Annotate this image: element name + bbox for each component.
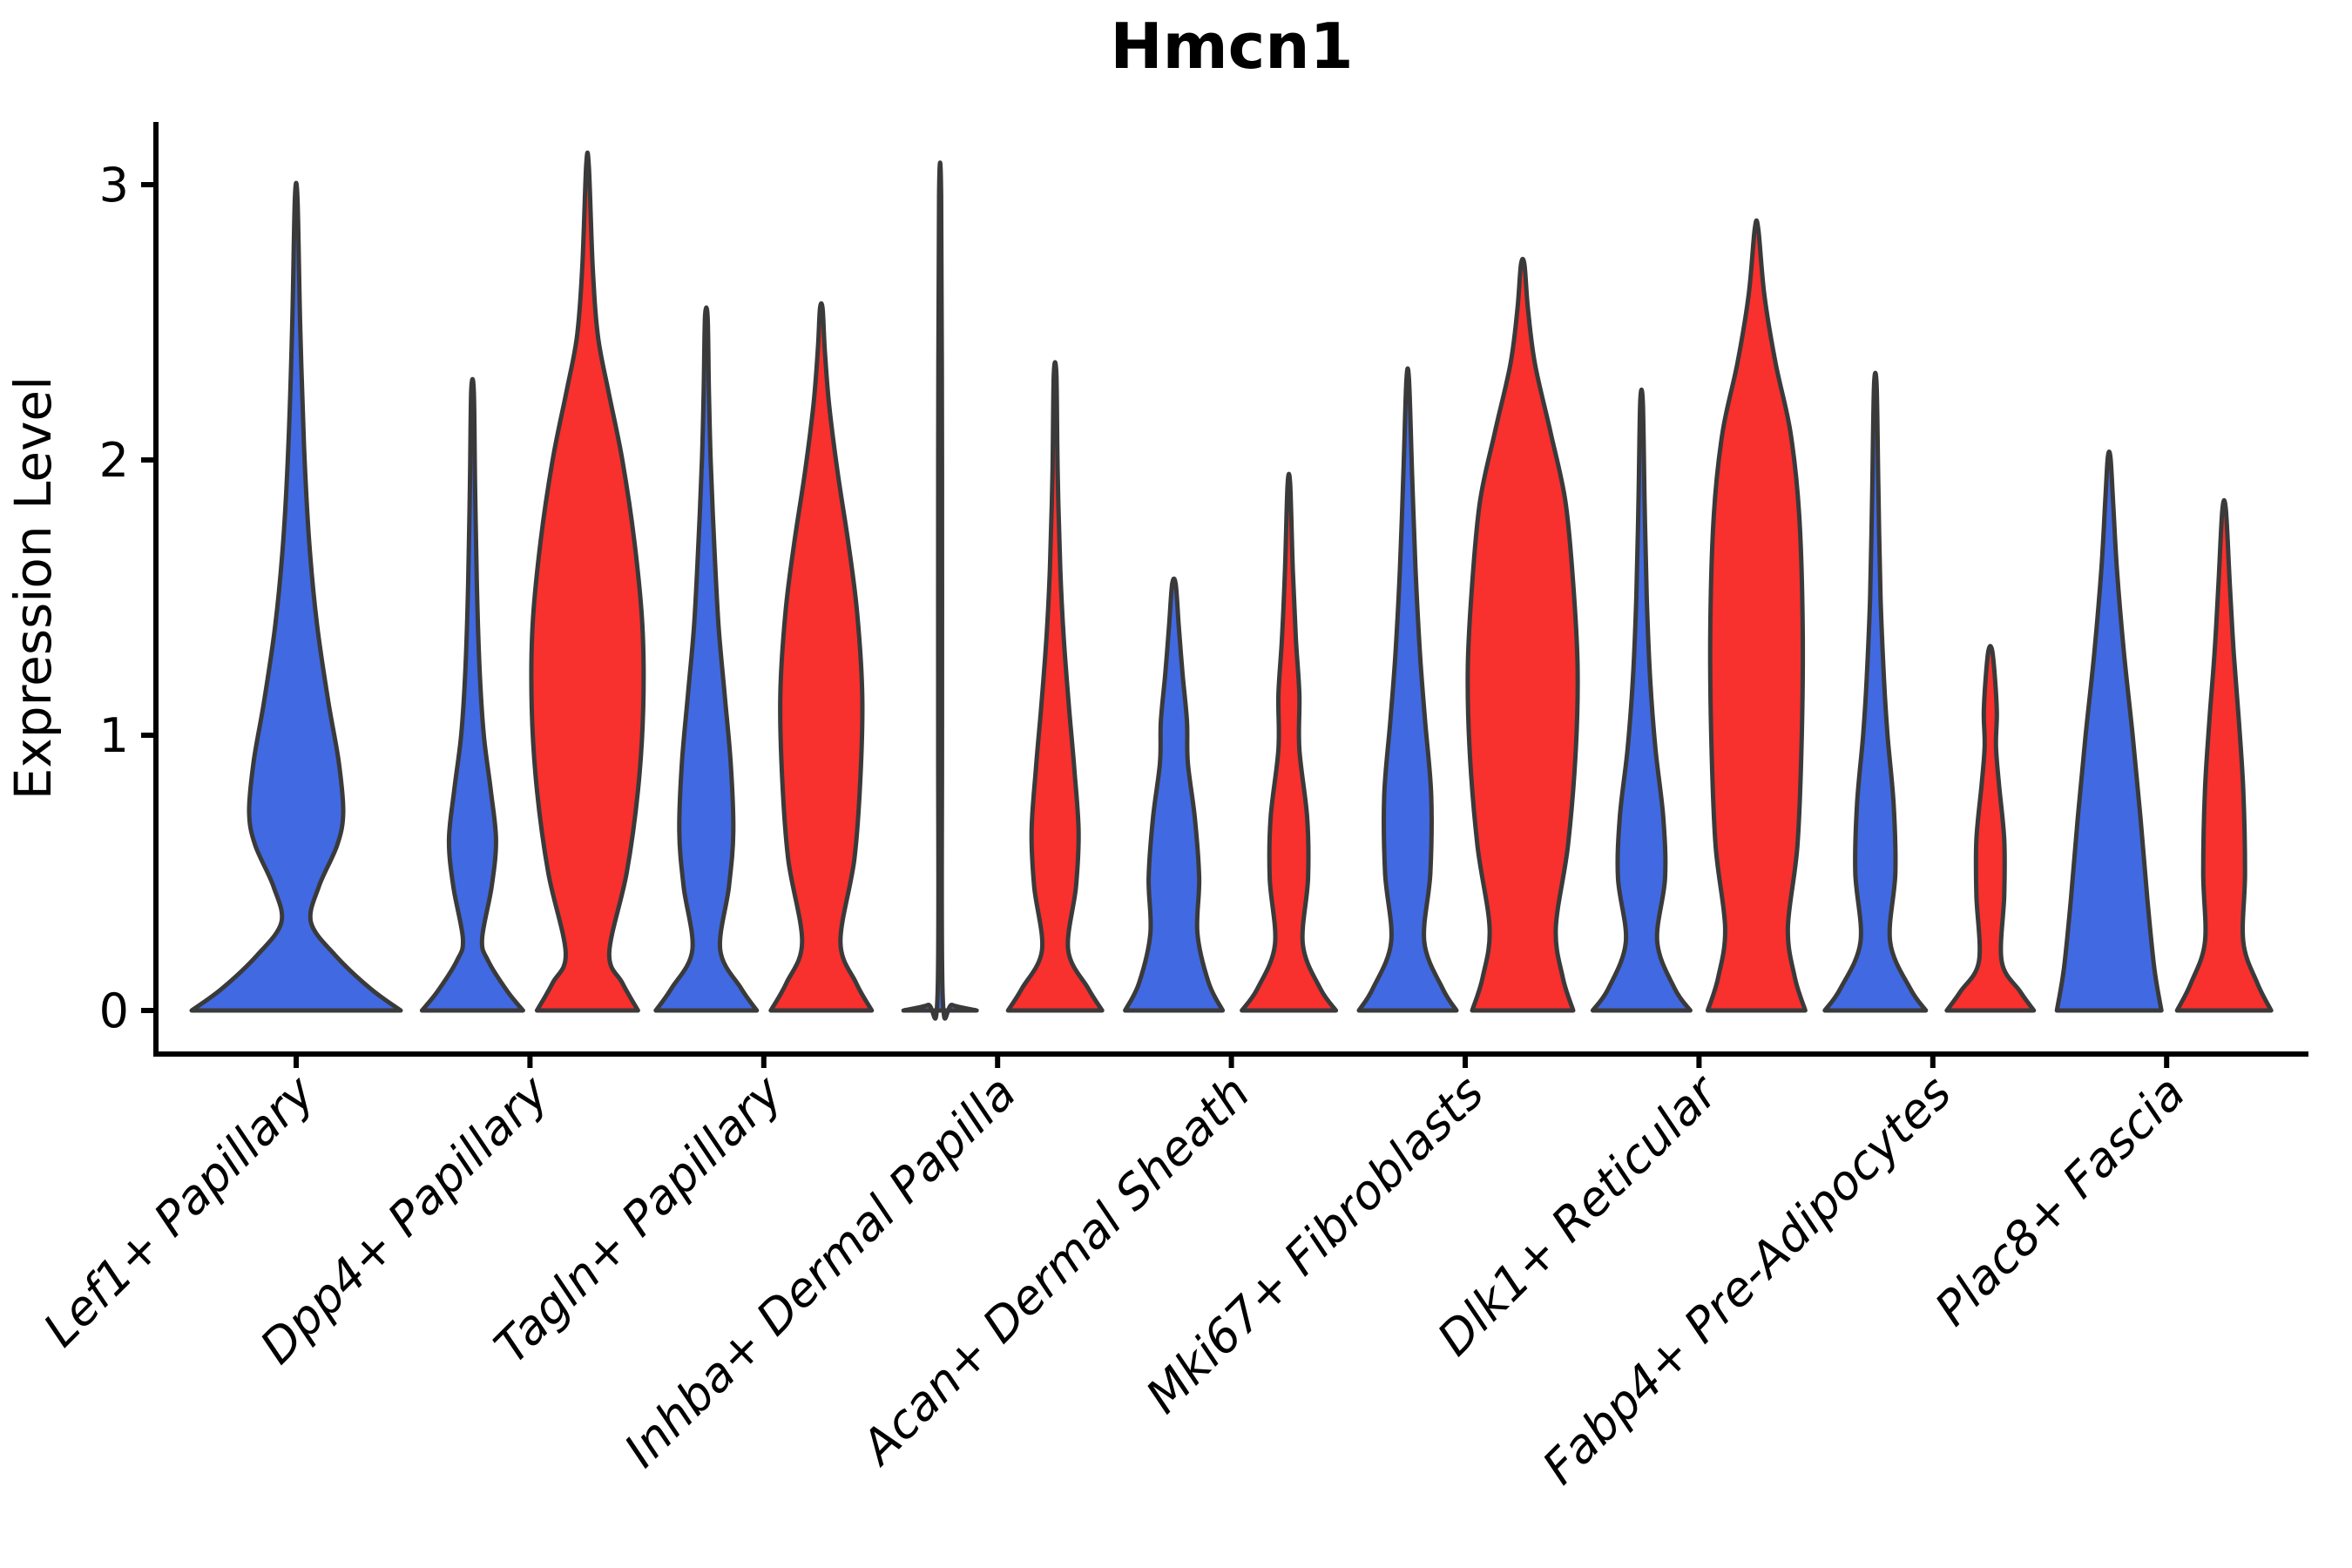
x-tick-label-fabp4-pre-adipocytes: Fabp4+ Pre-Adipocytes [1532,1065,1962,1495]
y-tick-label-1: 1 [99,708,129,763]
y-tick-label-0: 0 [99,983,129,1038]
violin-plac8-fascia-red [2174,497,2274,1013]
violin-mki67-fibroblasts-red [1465,256,1580,1013]
violin-plac8-fascia-blue [2054,449,2164,1013]
violin-inhba-dermal-papilla-red [1005,360,1105,1013]
x-tick-label-plac8-fascia: Plac8+ Fascia [1924,1065,2195,1336]
y-tick-label-3: 3 [99,158,129,213]
violin-mki67-fibroblasts-blue [1356,366,1459,1013]
violin-acan-dermal-sheath-blue [1123,576,1226,1013]
violin-acan-dermal-sheath-red [1240,471,1339,1013]
violin-tagln-papillary-red [768,301,875,1013]
violin-fabp4-pre-adipocytes-red [1944,644,2037,1013]
chart-title: Hmcn1 [1110,10,1353,83]
violin-lef1-papillary-blue [189,180,403,1013]
y-axis-label: Expression Level [3,376,63,800]
violin-dpp4-papillary-blue [419,376,525,1013]
y-axis-ticks: 0 1 2 3 [99,158,156,1038]
violin-inhba-dermal-papilla-blue [901,160,979,1021]
x-tick-label-inhba-dermal-papilla: Inhba+ Dermal Papilla [614,1065,1027,1478]
violin-fabp4-pre-adipocytes-blue [1822,370,1929,1013]
violin-tagln-papillary-blue [653,305,760,1013]
violins [189,150,2274,1021]
violin-dlk1-reticular-blue [1590,387,1693,1013]
violin-dpp4-papillary-red [529,150,646,1013]
violin-dlk1-reticular-red [1705,218,1808,1013]
x-tick-label-acan-dermal-sheath: Acan+ Dermal Sheath [849,1065,1260,1477]
y-tick-label-2: 2 [99,433,129,488]
